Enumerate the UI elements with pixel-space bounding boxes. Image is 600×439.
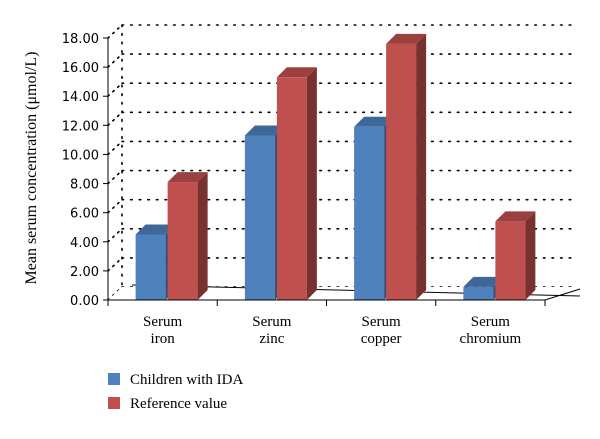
y-tick-label: 0.00 [70, 294, 99, 309]
bar [167, 172, 208, 300]
legend-label: Children with IDA [130, 372, 243, 388]
side-gridline [107, 140, 123, 156]
legend-item: Children with IDA [108, 372, 243, 388]
y-tick-label: 16.00 [62, 61, 99, 76]
side-gridline [107, 169, 123, 185]
y-axis: 0.00 2.00 4.00 6.00 8.00 10.00 12.00 14.00 16.00… [62, 32, 109, 309]
y-tick-label: 4.00 [70, 236, 99, 251]
chart-bars [135, 33, 536, 301]
bar [276, 67, 317, 300]
legend-item: Reference value [108, 396, 227, 412]
y-tick-label: 12.00 [62, 119, 99, 134]
legend-swatch [108, 373, 120, 385]
x-tick-label: Serum zinc [252, 314, 291, 347]
bar [495, 211, 536, 300]
y-tick-label: 2.00 [70, 265, 99, 280]
x-tick-label: Serum chromium [460, 314, 522, 347]
x-axis: Serum iron Serum zinc Serum copper Serum chromi… [107, 299, 546, 347]
legend-label: Reference value [130, 396, 227, 412]
bar [386, 33, 427, 300]
x-tick-label: Serum iron [143, 314, 182, 347]
floor-plane [108, 287, 580, 300]
x-tick-label: Serum copper [361, 314, 402, 347]
legend: Children with IDA Reference value [108, 372, 243, 412]
legend-swatch [108, 397, 120, 409]
y-tick-label: 6.00 [70, 207, 99, 222]
y-tick-label: 18.00 [62, 32, 99, 47]
y-tick-label: 8.00 [70, 178, 99, 193]
side-gridline [107, 53, 123, 68]
side-gridline [107, 111, 123, 127]
y-tick-label: 10.00 [62, 148, 99, 163]
y-axis-title: Mean serum concentration (μmol/L) [23, 52, 40, 285]
side-gridline [107, 198, 123, 214]
side-gridline [107, 24, 123, 39]
side-gridline [107, 82, 123, 98]
side-gridline [107, 257, 123, 272]
floor-right-edge [544, 288, 581, 301]
side-gridline [107, 227, 123, 243]
y-tick-label: 14.00 [62, 90, 99, 105]
